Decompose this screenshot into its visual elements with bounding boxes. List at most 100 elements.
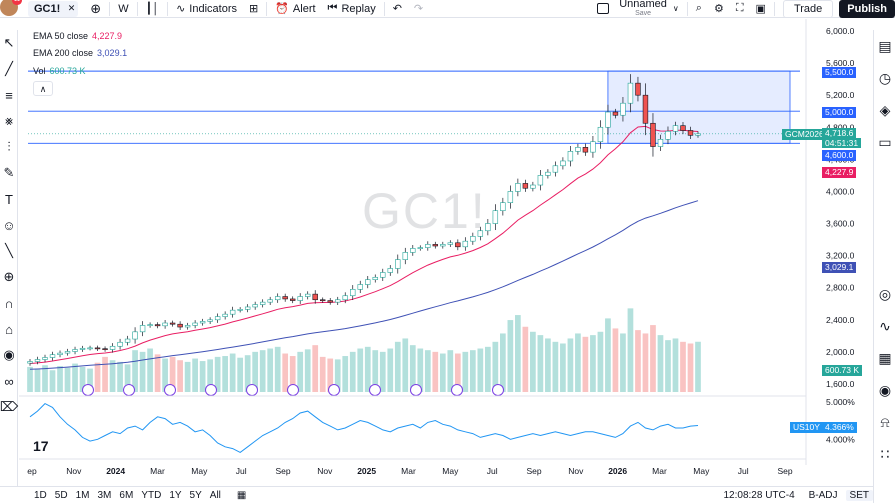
layout-button[interactable]: Unnamed Save ∨: [591, 0, 685, 18]
volume-bar: [500, 333, 506, 392]
apps-button[interactable]: ∷: [874, 438, 895, 470]
link-tool[interactable]: ∞: [0, 368, 18, 394]
candle-body: [402, 252, 408, 260]
range-5y[interactable]: 5Y: [189, 489, 202, 501]
calendar-button[interactable]: ▦: [874, 342, 895, 374]
measure-tool[interactable]: ╲: [0, 238, 18, 264]
range-1m[interactable]: 1M: [75, 489, 90, 501]
volume-bar: [454, 353, 461, 392]
signal-button[interactable]: ◉: [874, 374, 895, 406]
level-tag-5000: 5,000.0: [822, 107, 857, 118]
publish-button[interactable]: Publish: [839, 0, 895, 18]
indicators-label: Indicators: [189, 2, 237, 15]
interval-button[interactable]: W: [112, 0, 134, 18]
settings-button[interactable]: ⚙: [708, 0, 730, 18]
candle-body: [395, 259, 401, 269]
candle-body: [42, 357, 48, 360]
snapshot-button[interactable]: ▣: [750, 0, 772, 18]
pattern-tool[interactable]: ⨳: [0, 108, 18, 134]
candle-body: [282, 296, 288, 300]
pulse-button[interactable]: ∿: [874, 310, 895, 342]
candle-body: [305, 293, 311, 297]
range-5d[interactable]: 5D: [54, 489, 68, 501]
templates-button[interactable]: ⊞: [243, 0, 264, 18]
trend-line-tool[interactable]: ╱: [0, 56, 18, 82]
clock-time[interactable]: 12:08:28 UTC-4: [723, 489, 795, 501]
volume-bar: [27, 366, 33, 392]
quick-search-button[interactable]: ⌕: [690, 0, 708, 18]
redo-button[interactable]: ↷: [408, 0, 429, 18]
level-tag-5500: 5,500.0: [822, 67, 857, 78]
range-1y[interactable]: 1Y: [169, 489, 182, 501]
trash-tool[interactable]: ⌦: [0, 394, 18, 420]
replay-button[interactable]: ⏮ Replay: [322, 0, 382, 18]
range-all[interactable]: All: [209, 489, 221, 501]
fib-tool[interactable]: ⫶: [0, 134, 18, 160]
candle-body: [560, 160, 566, 167]
volume-bar: [590, 335, 596, 392]
watchlist-icon: ▤: [878, 37, 892, 54]
session-toggle[interactable]: SET: [845, 489, 873, 501]
candle-body: [109, 345, 116, 350]
range-1d[interactable]: 1D: [34, 489, 47, 501]
alerts-panel-button[interactable]: ◷: [874, 62, 895, 94]
undo-button[interactable]: ↶: [387, 0, 408, 18]
add-symbol-button[interactable]: ⊕: [84, 0, 107, 18]
replay-label: Replay: [341, 2, 376, 15]
candle-body: [72, 349, 78, 352]
collapse-legend-button[interactable]: ∧: [33, 81, 53, 96]
trade-button[interactable]: Trade: [782, 0, 834, 18]
ema50-label: EMA 50 close: [33, 31, 89, 41]
candle-body: [177, 323, 183, 328]
ideas-button[interactable]: ◎: [874, 278, 895, 310]
candle-body: [87, 347, 93, 350]
candle-body: [477, 230, 484, 237]
volume-bar: [109, 360, 116, 392]
chart-type-button[interactable]: ┃│: [140, 0, 166, 18]
candle-body: [199, 321, 206, 324]
us10y-axis-tick-label: 5.000%: [826, 397, 855, 407]
magnet-tool[interactable]: ∩: [0, 290, 18, 316]
us10y-value-tag: 4.366%: [822, 422, 857, 433]
alert-button[interactable]: ⏰ Alert: [269, 0, 321, 18]
candle-body: [515, 183, 521, 192]
date-range-button[interactable]: ▦: [233, 490, 250, 501]
layers-button[interactable]: ◈: [874, 94, 895, 126]
magnet-icon: ∩: [4, 295, 14, 311]
adjustment-toggle[interactable]: B-ADJ: [808, 489, 838, 501]
volume-bar: [545, 338, 551, 392]
volume-bar: [267, 348, 274, 392]
horizontal-lines-tool[interactable]: ≡: [0, 82, 18, 108]
legend-ema50[interactable]: EMA 50 close 4,227.9: [33, 31, 122, 41]
range-6m[interactable]: 6M: [119, 489, 134, 501]
candle-body: [320, 299, 326, 302]
legend-volume[interactable]: Vol 600.73 K: [33, 66, 86, 76]
volume-bar: [342, 356, 349, 392]
candles-icon: ┃│: [145, 3, 160, 15]
range-ytd[interactable]: YTD: [141, 489, 162, 501]
watchlist-button[interactable]: ▤: [874, 30, 895, 62]
search-icon: ✕: [67, 3, 76, 13]
indicators-button[interactable]: ∿ Indicators: [170, 0, 243, 18]
time-axis-label: Sep: [777, 466, 792, 476]
legend-ema200[interactable]: EMA 200 close 3,029.1: [33, 48, 127, 58]
hide-tool[interactable]: ◉: [0, 342, 18, 368]
emoji-tool[interactable]: ☺: [0, 212, 18, 238]
volume-bar: [672, 338, 679, 392]
candle-body: [380, 272, 386, 278]
search-icon: ⌕: [695, 2, 702, 14]
notifications-button[interactable]: ⍾: [874, 406, 895, 438]
chat-button[interactable]: ▭: [874, 126, 895, 158]
cursor-tool[interactable]: ↖: [0, 30, 18, 56]
candle-body: [372, 276, 378, 280]
symbol-search[interactable]: GC1! ✕: [28, 0, 79, 17]
user-avatar[interactable]: 11: [0, 0, 22, 18]
range-3m[interactable]: 3M: [97, 489, 112, 501]
price-chart[interactable]: 6,000.05,600.05,200.04,800.04,400.04,000…: [19, 19, 871, 486]
current-price-tag: 4,718.6: [822, 128, 857, 138]
brush-tool[interactable]: ✎: [0, 160, 18, 186]
text-tool[interactable]: T: [0, 186, 18, 212]
fullscreen-button[interactable]: ⛶: [730, 0, 750, 18]
lock-tool[interactable]: ⌂: [0, 316, 18, 342]
zoom-tool[interactable]: ⊕: [0, 264, 18, 290]
